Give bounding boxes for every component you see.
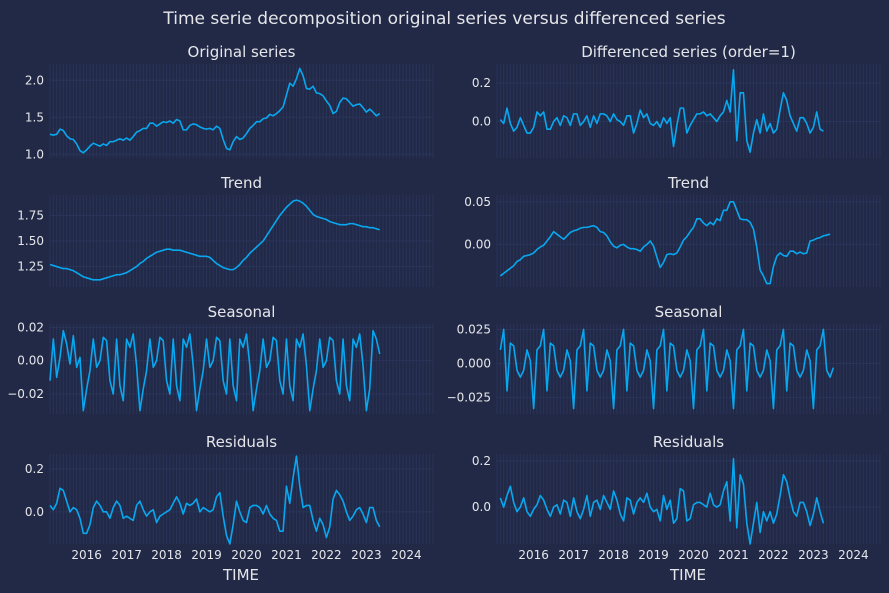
y-tick-label: 0.00 [464,237,491,251]
x-tick-label: 2019 [191,548,222,562]
x-axis-label-right: TIME [669,566,706,584]
y-tick-label: 0.025 [457,322,491,336]
series-line [49,199,380,281]
grid-lines [496,324,881,414]
x-tick-label: 2022 [311,548,342,562]
series-line [499,68,824,154]
plot-area [497,64,880,158]
panel-6: −0.025 0.000 0.025 Seasonal [447,303,881,414]
panel-title: Seasonal [208,303,276,321]
panels: 1.0 1.5 2.0 Original series 0.0 0.2 Difference… [7,43,881,562]
series-line [49,67,381,154]
panel-title: Trend [220,174,262,192]
panel-title: Residuals [206,433,277,451]
panel-title: Residuals [653,433,724,451]
y-tick-label: 1.75 [17,208,44,222]
series-line [499,457,825,545]
x-tick-label: 2016 [518,548,549,562]
x-tick-label: 2023 [798,548,829,562]
x-tick-label: 2018 [598,548,629,562]
y-tick-label: 1.5 [25,110,44,124]
panel-title: Original series [188,43,296,61]
grid-lines [49,195,434,287]
panel-title: Seasonal [655,303,723,321]
y-tick-label: 2.0 [25,73,44,87]
x-axis-label-left: TIME [222,566,259,584]
x-tick-label: 2020 [678,548,709,562]
x-tick-label: 2022 [758,548,789,562]
y-tick-label: 1.0 [25,147,44,161]
plot-area [497,454,880,544]
grid-lines [496,64,881,158]
plot-area [50,324,433,414]
panel-1: 1.0 1.5 2.0 Original series [25,43,434,161]
y-tick-label: 0.05 [464,195,491,209]
panel-8: 0.0 0.2 Residuals 2016 2017 2018 2019 2020 2021 2… [472,433,881,562]
x-tick-label: 2023 [351,548,382,562]
panel-3: 1.25 1.50 1.75 Trend [17,174,434,287]
x-tick-label: 2016 [71,548,102,562]
panel-7: 0.0 0.2 Residuals 2016 2017 2018 2019 2020 2021 2… [25,433,434,562]
y-tick-label: 0.2 [472,454,491,468]
y-tick-label: 0.02 [17,320,44,334]
series-line [499,201,831,285]
x-tick-label: 2021 [271,548,302,562]
figure-title: Time serie decomposition original series… [162,9,725,29]
y-tick-label: 0.0 [472,500,491,514]
y-tick-label: 0.0 [472,115,491,129]
grid-lines [49,454,434,544]
x-tick-label: 2020 [231,548,262,562]
panel-5: −0.02 0.00 0.02 Seasonal [7,303,434,414]
grid-lines [496,454,881,544]
series-line [499,328,835,410]
y-tick-label: 0.000 [457,357,491,371]
x-tick-label: 2021 [718,548,749,562]
y-tick-label: 0.00 [17,354,44,368]
x-tick-label: 2024 [391,548,422,562]
y-tick-label: −0.02 [7,387,44,401]
panel-2: 0.0 0.2 Differenced series (order=1) [472,43,881,158]
plot-area [497,195,880,287]
x-tick-label: 2018 [151,548,182,562]
grid-lines [49,64,434,158]
y-tick-label: 0.2 [25,462,44,476]
y-tick-label: 0.0 [25,505,44,519]
series-line [49,455,381,545]
x-tick-label: 2024 [838,548,869,562]
x-tick-label: 2019 [638,548,669,562]
y-tick-label: 0.2 [472,76,491,90]
series-line [49,329,381,412]
grid-lines [496,195,881,287]
y-tick-label: 1.50 [17,234,44,248]
panel-title: Trend [667,174,709,192]
panel-title: Differenced series (order=1) [581,43,796,61]
y-tick-label: −0.025 [447,391,491,405]
x-tick-label: 2017 [111,548,142,562]
x-tick-label: 2017 [558,548,589,562]
plot-area [50,454,433,544]
panel-4: 0.00 0.05 Trend [464,174,881,287]
y-tick-label: 1.25 [17,260,44,274]
